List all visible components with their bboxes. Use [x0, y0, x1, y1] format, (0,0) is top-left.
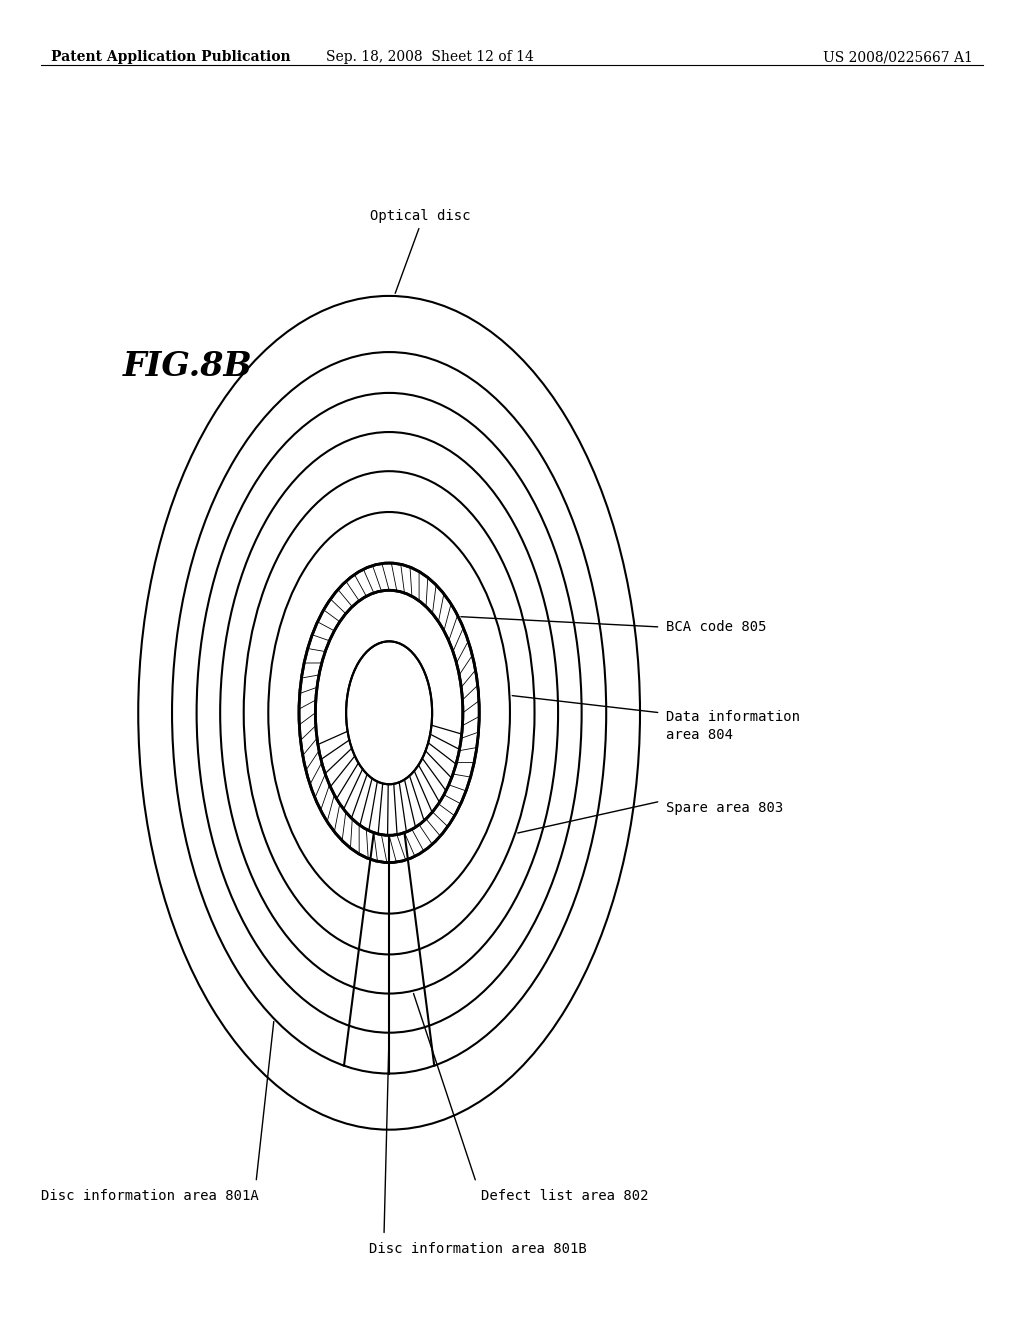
Text: Disc information area 801A: Disc information area 801A [41, 1189, 259, 1203]
Ellipse shape [315, 590, 463, 836]
Text: Spare area 803: Spare area 803 [666, 801, 783, 814]
Text: Disc information area 801B: Disc information area 801B [369, 1242, 587, 1255]
Text: Defect list area 802: Defect list area 802 [481, 1189, 649, 1203]
Text: Patent Application Publication: Patent Application Publication [51, 50, 291, 65]
Text: Sep. 18, 2008  Sheet 12 of 14: Sep. 18, 2008 Sheet 12 of 14 [326, 50, 535, 65]
Text: Data information
area 804: Data information area 804 [666, 710, 800, 742]
Text: FIG.8B: FIG.8B [123, 350, 253, 383]
Ellipse shape [346, 642, 432, 784]
Text: Optical disc: Optical disc [370, 210, 470, 223]
Ellipse shape [299, 564, 479, 862]
Text: BCA code 805: BCA code 805 [666, 620, 766, 634]
Text: US 2008/0225667 A1: US 2008/0225667 A1 [823, 50, 973, 65]
